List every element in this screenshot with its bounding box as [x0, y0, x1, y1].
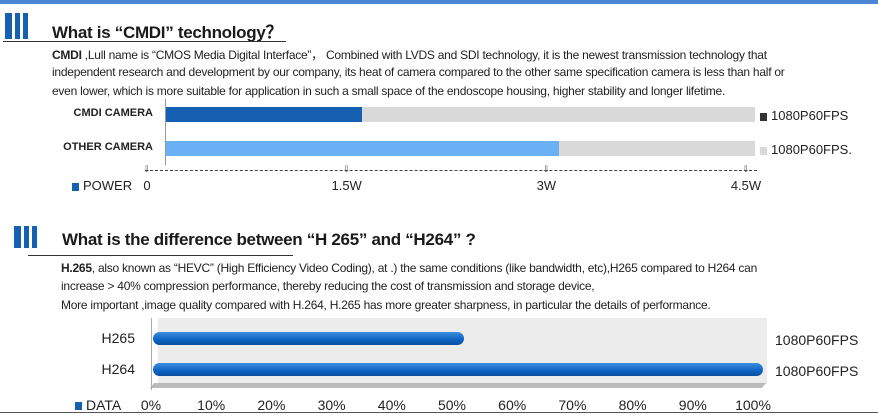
- right-legend-label: 1080P60FPS: [775, 363, 859, 379]
- tick-arrow-icon: ⇩: [342, 164, 351, 174]
- title-underline: [3, 41, 286, 42]
- section2-title: What is the difference between “H 265” a…: [62, 230, 476, 249]
- legend-text: 1080P60FPS.: [771, 142, 852, 157]
- bar-cmdi-camera: [166, 107, 363, 122]
- legend-swatch: [760, 112, 767, 121]
- para-text: , also known as “HEVC” (High Efficiency …: [91, 261, 758, 275]
- tick-label: 0%: [140, 397, 162, 413]
- legend-swatch: [75, 402, 82, 411]
- para-bold-term: CMDI: [52, 48, 82, 62]
- right-legend-label: 1080P60FPS: [760, 108, 848, 123]
- top-accent-line: [0, 0, 878, 4]
- x-axis-dashed-line: [145, 170, 757, 171]
- section2-paragraph-line: increase > 40% compression performance, …: [61, 279, 595, 293]
- section2-paragraph-line: H.265, also known as “HEVC” (High Effici…: [61, 261, 757, 275]
- legend-text: DATA: [86, 397, 122, 413]
- para-text: ,Lull name is “CMOS Media Digital Interf…: [81, 48, 767, 62]
- category-label: CMDI CAMERA: [73, 107, 153, 119]
- tick-label: 20%: [257, 397, 286, 413]
- section1-title: What is “CMDI” technology？: [52, 23, 283, 42]
- bar-h264: [153, 363, 763, 376]
- legend-power: POWER: [72, 178, 132, 193]
- tick-label: 70%: [558, 397, 587, 413]
- tick-label: 80%: [618, 397, 647, 413]
- category-label: OTHER CAMERA: [63, 141, 153, 153]
- tick-arrow-icon: ⇩: [542, 164, 550, 174]
- legend-text: POWER: [83, 178, 133, 193]
- tick-arrow-icon: ⇩: [143, 164, 151, 174]
- category-label: H265: [101, 330, 135, 346]
- tick-label: 90%: [678, 397, 707, 413]
- bar-other-camera: [166, 141, 559, 156]
- section1-paragraph-line: CMDI ,Lull name is “CMOS Media Digital I…: [52, 46, 767, 63]
- bar-h265: [153, 332, 465, 345]
- category-label: H264: [101, 361, 135, 377]
- tick-arrow-icon: ⇩: [742, 164, 750, 174]
- section-bars-icon: [5, 13, 28, 39]
- legend-data: DATA: [75, 397, 121, 413]
- tick-label: 3W: [536, 178, 557, 193]
- tick-label: 50%: [437, 397, 467, 413]
- tick-label: 10%: [197, 397, 226, 413]
- section1-paragraph-line: even lower, which is more suitable for a…: [52, 84, 726, 98]
- y-axis-line: [151, 318, 152, 390]
- tick-label: 1.5W: [331, 178, 362, 193]
- title-underline: [28, 255, 293, 256]
- tick-label: 0: [143, 178, 151, 193]
- tick-label: 100%: [735, 397, 771, 413]
- section1-paragraph-line: independent research and development by …: [52, 65, 785, 79]
- tick-label: 40%: [377, 397, 406, 413]
- legend-swatch: [72, 182, 79, 191]
- tick-label: 4.5W: [730, 178, 762, 193]
- right-legend-label: 1080P60FPS.: [760, 142, 852, 157]
- para-bold-term: H.265: [61, 261, 92, 275]
- legend-swatch: [760, 146, 767, 155]
- section2-paragraph-line: More important ,image quality compared w…: [61, 298, 711, 312]
- section-bars-icon: [14, 226, 37, 248]
- tick-label: 60%: [498, 397, 527, 413]
- legend-text: 1080P60FPS: [771, 108, 849, 123]
- y-axis-line: [165, 99, 166, 165]
- right-legend-label: 1080P60FPS: [775, 332, 859, 348]
- tick-label: 30%: [317, 397, 346, 413]
- bottom-rule: [0, 412, 878, 413]
- chart-floor: [149, 383, 767, 388]
